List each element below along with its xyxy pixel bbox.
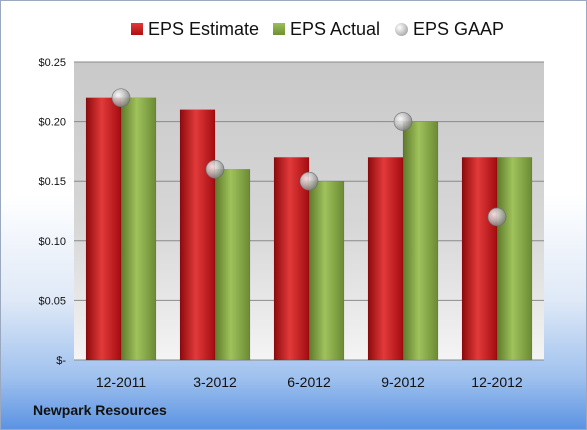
marker-eps-gaap xyxy=(393,112,413,131)
bar-eps-estimate xyxy=(179,109,216,361)
bar-eps-estimate xyxy=(367,157,404,361)
y-axis-tick-labels: $- $0.05 $0.10 $0.15 $0.20 $0.25 xyxy=(38,57,66,367)
gaap-markers xyxy=(111,88,507,227)
bar-eps-actual xyxy=(402,121,439,361)
legend-label-eps-gaap: EPS GAAP xyxy=(413,18,505,39)
legend-label-eps-actual: EPS Actual xyxy=(290,18,381,39)
legend-label-eps-estimate: EPS Estimate xyxy=(148,18,260,39)
marker-eps-gaap xyxy=(111,88,131,108)
y-tick-label: $0.15 xyxy=(38,176,66,188)
y-tick-label: $0.10 xyxy=(38,236,66,248)
legend-swatch-eps-gaap xyxy=(395,22,408,36)
x-tick-label: 3-2012 xyxy=(193,374,237,390)
y-tick-label: $0.25 xyxy=(38,57,66,69)
bars xyxy=(85,97,533,361)
x-tick-label: 12-2012 xyxy=(471,374,523,390)
legend-swatch-eps-estimate xyxy=(131,23,143,35)
bar-eps-actual xyxy=(214,169,251,361)
bar-eps-estimate xyxy=(85,97,122,361)
legend: EPS Estimate EPS Actual EPS GAAP xyxy=(0,14,587,44)
bar-eps-estimate xyxy=(273,157,310,361)
marker-eps-gaap xyxy=(205,159,225,179)
legend-item-eps-estimate: EPS Estimate xyxy=(131,14,259,44)
company-name: Newpark Resources xyxy=(33,402,167,418)
bar-eps-actual xyxy=(308,180,345,361)
x-tick-label: 6-2012 xyxy=(287,374,331,390)
legend-item-eps-actual: EPS Actual xyxy=(273,14,380,44)
bar-eps-actual xyxy=(120,97,157,361)
bar-eps-actual xyxy=(496,157,533,361)
bar-eps-estimate xyxy=(461,157,498,361)
y-tick-label: $0.20 xyxy=(38,117,66,129)
y-tick-label: $- xyxy=(56,355,66,367)
x-tick-label: 12-2011 xyxy=(96,374,147,390)
marker-eps-gaap xyxy=(487,207,507,227)
legend-swatch-eps-actual xyxy=(273,23,285,35)
y-tick-label: $0.05 xyxy=(38,295,66,307)
marker-eps-gaap xyxy=(299,171,319,191)
x-axis-tick-labels: 12-2011 3-2012 6-2012 9-2012 12-2012 xyxy=(96,374,523,390)
x-tick-label: 9-2012 xyxy=(381,374,425,390)
legend-item-eps-gaap: EPS GAAP xyxy=(395,14,504,44)
